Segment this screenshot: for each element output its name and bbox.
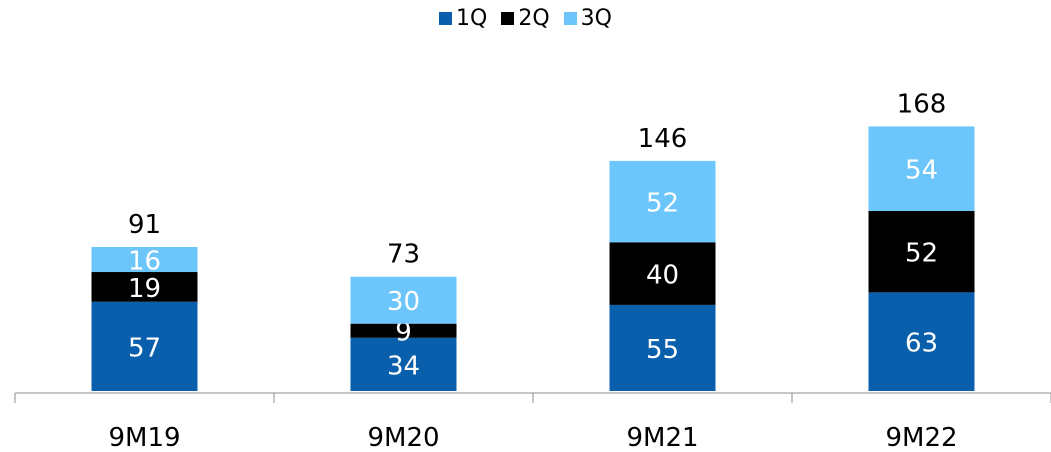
legend-item-2q: 2Q: [501, 6, 550, 31]
total-label-9m19: 91: [128, 210, 161, 240]
bar-segment-1q-9m22: [868, 292, 975, 391]
data-label-2q-9m22: 52: [905, 239, 938, 269]
data-label-3q-9m20: 30: [387, 287, 420, 317]
data-label-3q-9m22: 54: [905, 156, 938, 186]
bar-segment-2q-9m19: [91, 272, 198, 302]
data-label-3q-9m21: 52: [646, 189, 679, 219]
data-label-1q-9m20: 34: [387, 351, 420, 381]
bar-segment-1q-9m21: [609, 304, 716, 391]
bar-segment-3q-9m21: [609, 160, 716, 243]
legend-item-3q: 3Q: [563, 6, 612, 31]
legend-swatch-3q: [563, 12, 577, 25]
bar-segment-1q-9m20: [350, 337, 457, 391]
total-label-9m21: 146: [638, 124, 688, 154]
x-tick-label-9m19: 9M19: [108, 423, 180, 452]
bar-segment-3q-9m20: [350, 276, 457, 324]
total-label-9m20: 73: [387, 240, 420, 270]
legend-swatch-1q: [439, 12, 452, 25]
legend-label-2q: 2Q: [518, 6, 550, 31]
data-label-2q-9m20: 9: [395, 318, 412, 348]
legend-swatch-2q: [501, 12, 515, 25]
bar-segment-3q-9m22: [868, 126, 975, 211]
bar-segment-1q-9m19: [91, 301, 198, 391]
chart-legend: 1Q 2Q 3Q: [0, 6, 1051, 31]
bar-segment-2q-9m20: [350, 323, 457, 338]
bar-segment-2q-9m21: [609, 242, 716, 305]
x-tick-label-9m22: 9M22: [885, 423, 957, 452]
x-tick-label-9m21: 9M21: [626, 423, 698, 452]
legend-item-1q: 1Q: [439, 6, 487, 31]
bar-segment-2q-9m22: [868, 210, 975, 293]
x-tick-label-9m20: 9M20: [367, 423, 439, 452]
bar-segment-3q-9m19: [91, 246, 198, 273]
legend-label-3q: 3Q: [580, 6, 612, 31]
data-label-1q-9m19: 57: [128, 333, 161, 363]
legend-label-1q: 1Q: [456, 6, 488, 31]
total-label-9m22: 168: [897, 89, 947, 119]
data-label-2q-9m19: 19: [128, 274, 161, 304]
data-label-1q-9m22: 63: [905, 329, 938, 359]
data-label-1q-9m21: 55: [646, 335, 679, 365]
data-label-3q-9m19: 16: [128, 247, 161, 277]
data-label-2q-9m21: 40: [646, 261, 679, 291]
